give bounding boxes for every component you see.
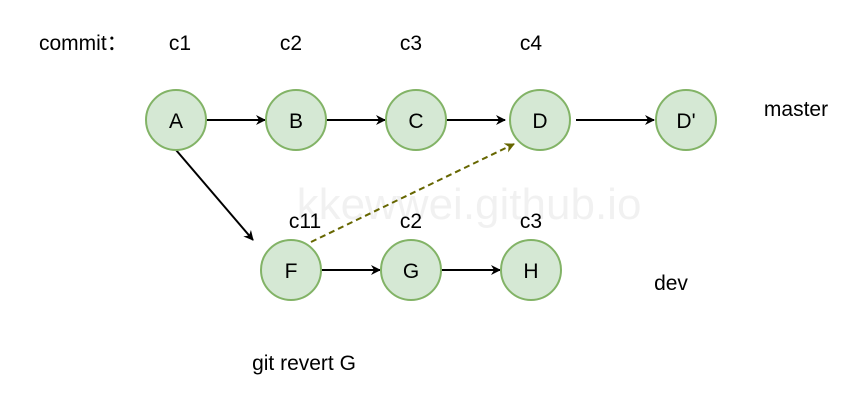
node-h-label: H [523,260,538,283]
git-revert-caption: git revert G [252,352,356,375]
node-d-label: D [532,110,547,133]
node-f: F [260,239,322,301]
node-d-prime: D' [655,89,717,151]
node-c-label: C [408,110,423,133]
node-a-label: A [169,110,183,133]
node-d-circle [509,89,571,151]
revert-dashed-edge [310,143,515,243]
commit-label: commit： [39,32,128,55]
node-d-prime-label: D' [676,110,695,133]
watermark-text: kkewwei.github.io [297,180,642,229]
node-a-circle [145,89,207,151]
node-h: H [500,239,562,301]
node-d-prime-circle [655,89,717,151]
top-commit-c1: c1 [169,32,191,55]
node-b-label: B [289,110,303,133]
node-c-circle [385,89,447,151]
node-d: D [509,89,571,151]
top-commit-c3: c3 [400,32,422,55]
node-f-label: F [285,260,298,283]
master-branch-label: master [764,98,828,121]
node-h-circle [500,239,562,301]
edge-a-to-f [175,149,254,241]
node-f-circle [260,239,322,301]
node-b-circle [265,89,327,151]
bottom-commit-c2: c2 [400,210,422,233]
node-c: C [385,89,447,151]
top-commit-c2: c2 [280,32,302,55]
bottom-commit-c11: c11 [289,210,321,233]
node-g: G [380,239,442,301]
node-b: B [265,89,327,151]
node-a: A [145,89,207,151]
bottom-commit-c3: c3 [520,210,542,233]
dev-branch-label: dev [654,272,688,295]
top-commit-c4: c4 [520,32,543,55]
node-g-label: G [403,260,419,283]
node-g-circle [380,239,442,301]
